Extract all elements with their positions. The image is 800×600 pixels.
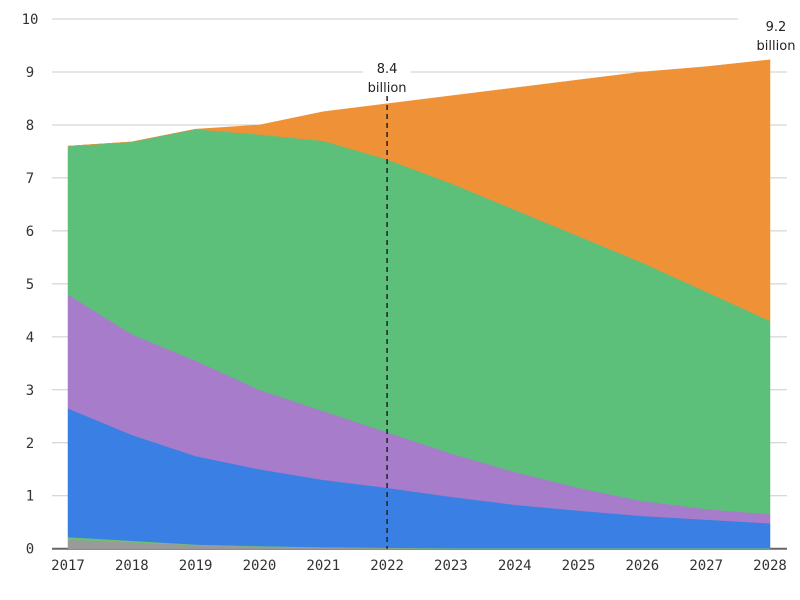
x-tick-label: 2024: [498, 558, 532, 574]
x-tick-label: 2028: [753, 558, 787, 574]
annotation-unit: billion: [368, 81, 407, 96]
x-axis-ticks: 2017 2018 2019 2020 2021 2022 2023 2024 2025 2026…: [51, 558, 787, 574]
annotation-unit: billion: [757, 39, 796, 54]
x-tick-label: 2023: [434, 558, 468, 574]
x-tick-label: 2026: [626, 558, 660, 574]
annotations: 8.4 billion 9.2 billion: [363, 12, 800, 549]
x-tick-label: 2018: [115, 558, 149, 574]
y-axis-ticks: 0 1 2 3 4 5 6 7 8 9 10: [22, 12, 39, 558]
x-tick-label: 2027: [689, 558, 723, 574]
area-series-5: [67, 59, 771, 322]
x-tick-label: 2025: [562, 558, 596, 574]
annotation-value: 8.4: [377, 62, 398, 77]
y-tick-label: 9: [26, 65, 34, 81]
y-tick-label: 6: [26, 224, 34, 240]
y-tick-label: 5: [26, 277, 34, 293]
y-tick-label: 4: [26, 330, 34, 346]
annotation-label-bg: [738, 12, 800, 54]
y-tick-label: 8: [26, 118, 34, 134]
x-tick-label: 2020: [243, 558, 277, 574]
y-tick-label: 10: [22, 12, 39, 28]
x-tick-label: 2017: [51, 558, 85, 574]
annotation-value: 9.2: [766, 20, 787, 35]
annotation-label-bg: [363, 56, 412, 96]
x-tick-label: 2019: [179, 558, 213, 574]
y-tick-label: 1: [26, 489, 34, 505]
x-tick-label: 2021: [306, 558, 340, 574]
y-tick-label: 2: [26, 436, 34, 452]
y-tick-label: 0: [26, 542, 34, 558]
y-tick-label: 3: [26, 383, 34, 399]
y-tick-label: 7: [26, 171, 34, 187]
areas: [67, 59, 771, 549]
x-tick-label: 2022: [370, 558, 404, 574]
